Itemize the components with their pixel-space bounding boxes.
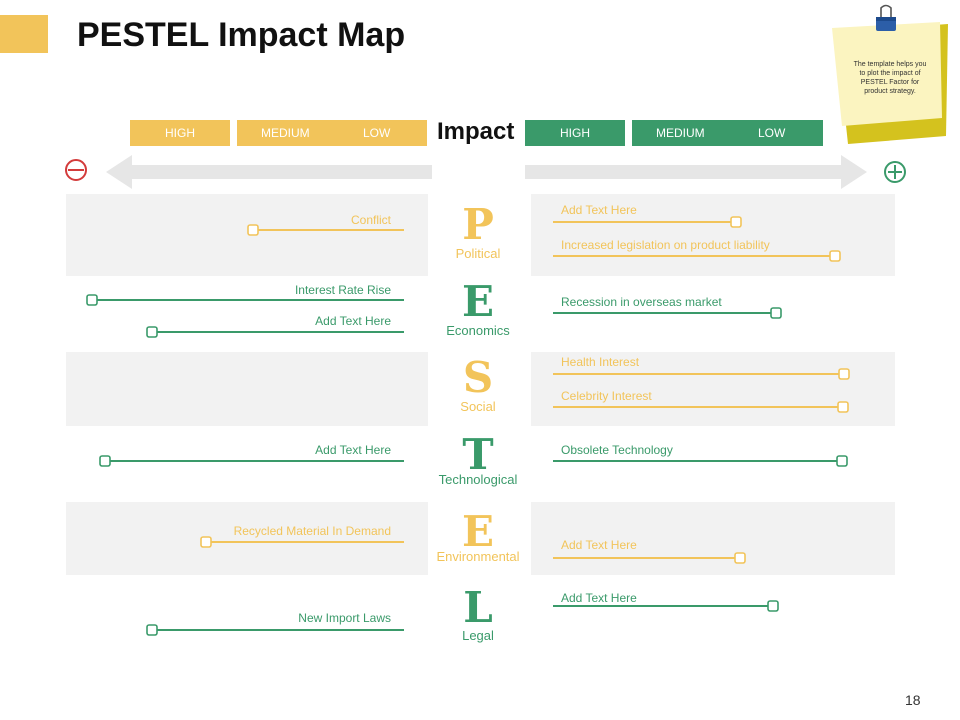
band-political-left xyxy=(66,194,428,276)
technological-positive-label: Obsolete Technology xyxy=(561,443,673,457)
factor-letter-social: S xyxy=(462,353,494,402)
impact-marker xyxy=(86,294,98,306)
legal-positive-label: Add Text Here xyxy=(561,591,637,605)
sticky-note xyxy=(826,14,952,146)
impact-marker xyxy=(836,455,848,467)
binder-clip-icon xyxy=(874,4,898,32)
band-political-right xyxy=(531,194,895,276)
negative-high-label: HIGH xyxy=(165,126,195,140)
factor-letter-environmental: E xyxy=(461,507,494,556)
factor-letter-legal: L xyxy=(463,583,493,632)
factor-name-environmental: Environmental xyxy=(436,549,520,564)
positive-medium-label: MEDIUM xyxy=(656,126,705,140)
social-positive-label: Health Interest xyxy=(561,355,640,369)
political-negative-label: Conflict xyxy=(350,213,391,227)
political-positive-label: Add Text Here xyxy=(561,203,637,217)
factor-name-legal: Legal xyxy=(462,628,494,643)
impact-marker xyxy=(146,326,158,338)
factor-letter-political: P xyxy=(462,200,494,249)
negative-low-label: LOW xyxy=(363,126,391,140)
page-title: PESTEL Impact Map xyxy=(77,16,406,54)
factor-name-technological: Technological xyxy=(438,472,518,487)
social-positive-label: Celebrity Interest xyxy=(561,389,652,403)
negative-high-box: HIGH xyxy=(130,120,230,146)
impact-marker xyxy=(99,455,111,467)
note-text: The template helps you to plot the impac… xyxy=(853,61,927,95)
environmental-negative-label: Recycled Material In Demand xyxy=(233,524,391,538)
negative-medium-label: MEDIUM xyxy=(261,126,310,140)
impact-marker xyxy=(146,624,158,636)
economics-negative-label: Interest Rate Rise xyxy=(294,283,391,297)
band-environmental-left xyxy=(66,502,428,575)
negative-arrow xyxy=(106,155,432,189)
positive-medium-low-box: MEDIUM LOW xyxy=(632,120,823,146)
minus-circle-icon xyxy=(64,158,88,182)
factor-letter-economics: E xyxy=(461,277,494,326)
positive-high-label: HIGH xyxy=(560,126,590,140)
impact-marker xyxy=(770,307,782,319)
legal-negative-label: New Import Laws xyxy=(298,611,391,625)
factor-name-political: Political xyxy=(455,246,501,261)
impact-marker xyxy=(767,600,779,612)
economics-negative-label: Add Text Here xyxy=(315,314,391,328)
impact-label: Impact xyxy=(437,118,515,145)
page-number: 18 xyxy=(905,692,921,708)
plus-circle-icon xyxy=(883,160,907,184)
factor-name-social: Social xyxy=(460,399,496,414)
band-environmental-right xyxy=(531,502,895,575)
band-social-left xyxy=(66,352,428,426)
negative-medium-low-box: MEDIUM LOW xyxy=(237,120,427,146)
environmental-positive-label: Add Text Here xyxy=(561,538,637,552)
factor-letter-technological: T xyxy=(462,430,494,479)
positive-high-box: HIGH xyxy=(525,120,625,146)
band-social-right xyxy=(531,352,895,426)
political-positive-label: Increased legislation on product liabili… xyxy=(561,238,770,252)
technological-negative-label: Add Text Here xyxy=(315,443,391,457)
factor-name-economics: Economics xyxy=(446,323,510,338)
economics-positive-label: Recession in overseas market xyxy=(561,295,722,309)
positive-low-label: LOW xyxy=(758,126,786,140)
title-accent-bar xyxy=(0,15,48,53)
positive-arrow xyxy=(525,155,867,189)
